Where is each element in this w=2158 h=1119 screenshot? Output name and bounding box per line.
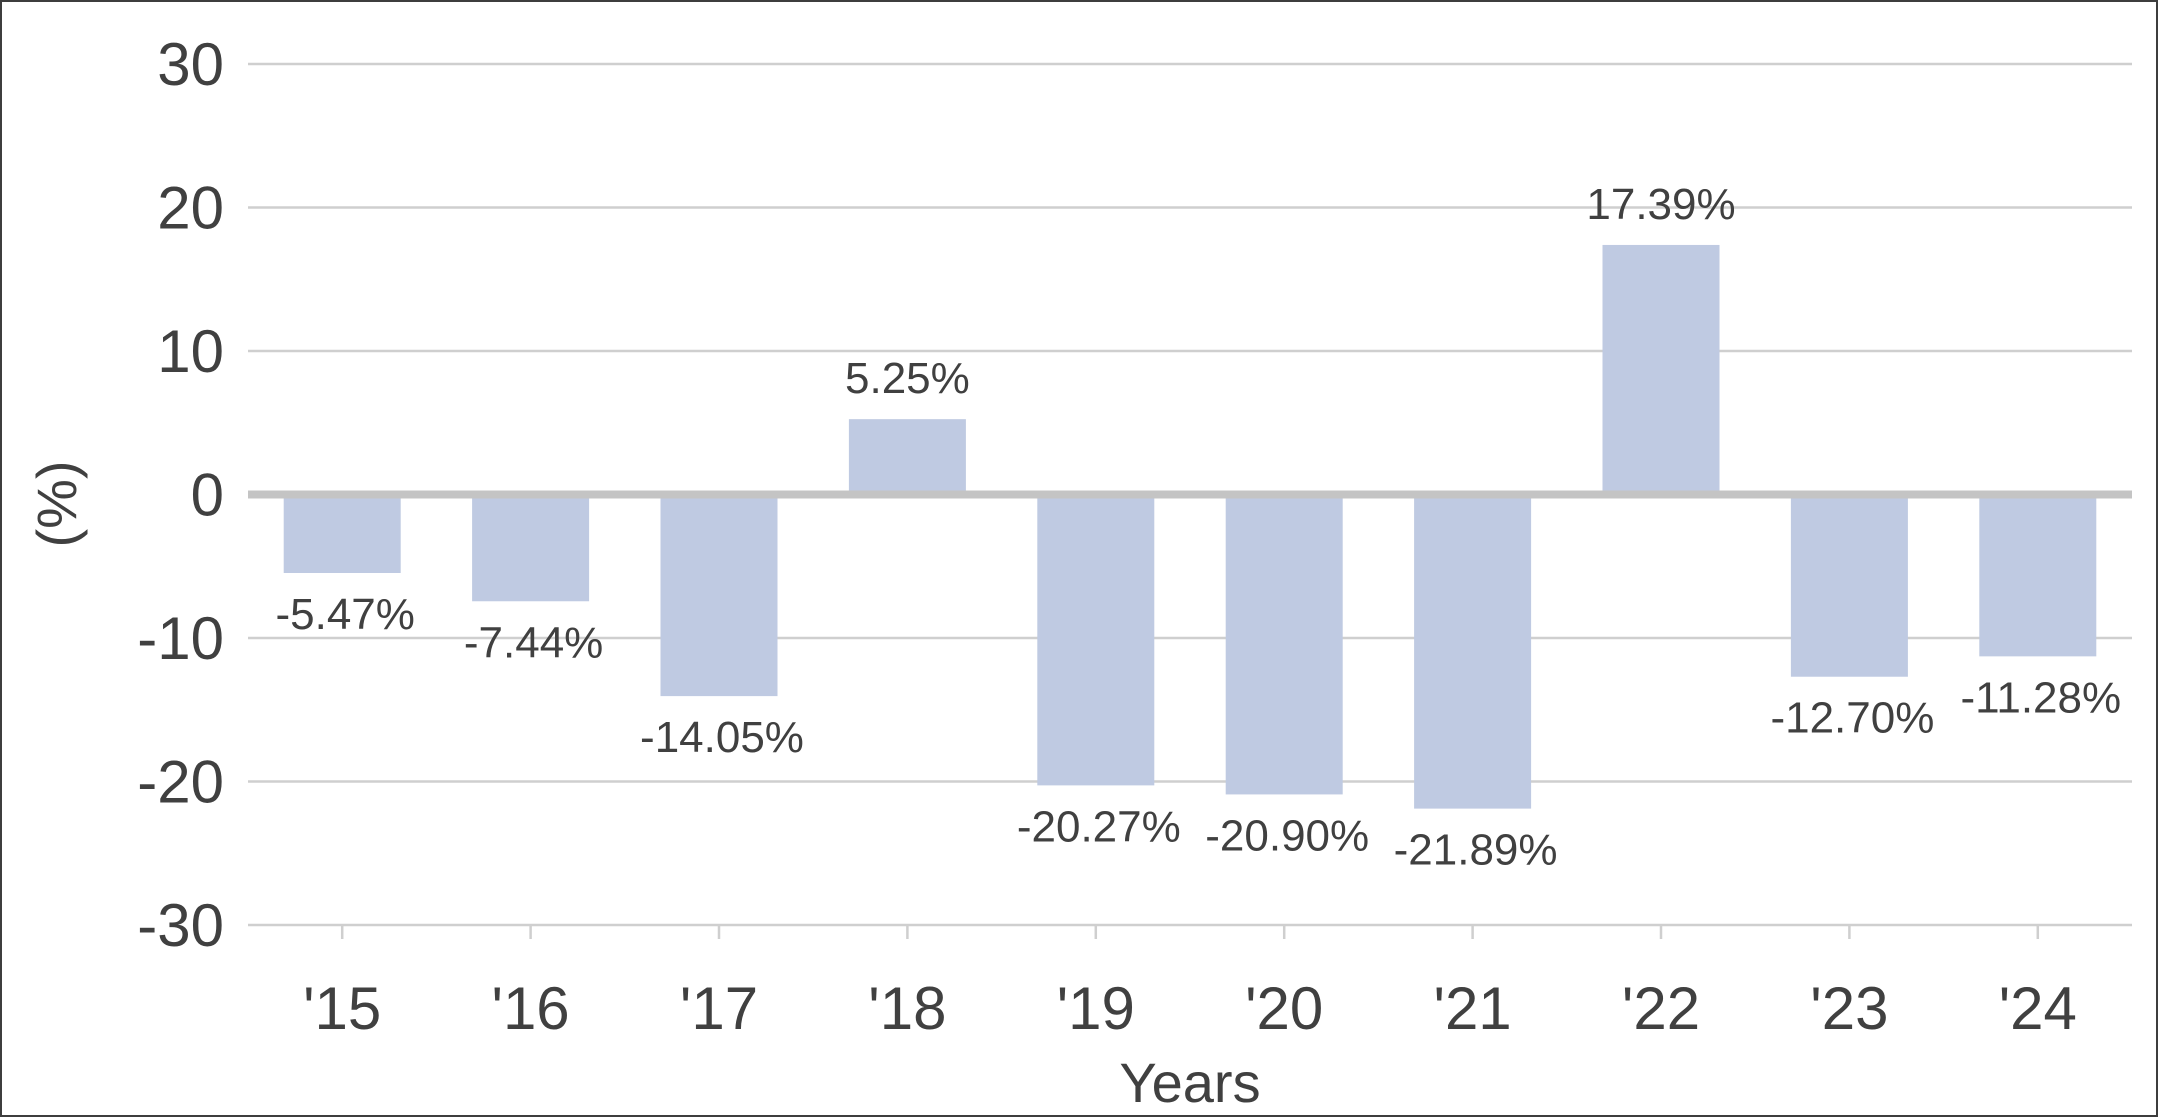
y-tick-labels: 30 20 10 0 -10 -20 -30 [137,31,224,959]
data-label: -20.27% [1017,802,1181,851]
gridlines [248,62,2132,927]
y-tick-label: -30 [137,892,224,959]
data-label: -5.47% [275,590,414,639]
data-label: -14.05% [640,713,804,762]
data-label: -7.44% [464,618,603,667]
y-tick-label: -20 [137,749,224,816]
y-tick-label: 0 [191,462,224,529]
bar [1602,244,1720,495]
x-tick-label: '17 [680,975,758,1042]
bar [1790,494,1908,677]
y-tick-label: 20 [157,175,224,242]
bar [1979,494,2097,657]
bar [1414,494,1532,809]
x-tick-label: '18 [868,975,946,1042]
data-label: -21.89% [1394,826,1558,875]
bar [848,419,966,495]
data-labels: -5.47% -7.44% -14.05% 5.25% -20.27% -20.90% -2… [275,180,2121,875]
x-tick-label: '23 [1810,975,1888,1042]
x-axis-title: Years [1119,1051,1260,1114]
data-label: -11.28% [1960,673,2121,722]
y-axis-title: (%) [25,460,88,547]
bar [283,494,401,573]
y-tick-label: 30 [157,31,224,98]
bars [283,244,2097,809]
x-tick-labels: '15 '16 '17 '18 '19 '20 '21 '22 '23 '24 [303,925,2077,1042]
y-tick-label: 10 [157,318,224,385]
x-tick-label: '15 [303,975,381,1042]
x-tick-label: '21 [1433,975,1511,1042]
bar [1037,494,1155,786]
x-tick-label: '20 [1245,975,1323,1042]
bar [472,494,590,602]
bar [1225,494,1343,795]
x-tick-label: '22 [1622,975,1700,1042]
y-tick-label: -10 [137,605,224,672]
x-tick-label: '24 [1999,975,2077,1042]
x-tick-label: '19 [1057,975,1135,1042]
bar [660,494,778,697]
data-label: -12.70% [1770,694,1934,743]
x-tick-label: '16 [491,975,569,1042]
data-label: 5.25% [845,354,970,403]
data-label: 17.39% [1586,180,1735,229]
data-label: -20.90% [1205,811,1369,860]
